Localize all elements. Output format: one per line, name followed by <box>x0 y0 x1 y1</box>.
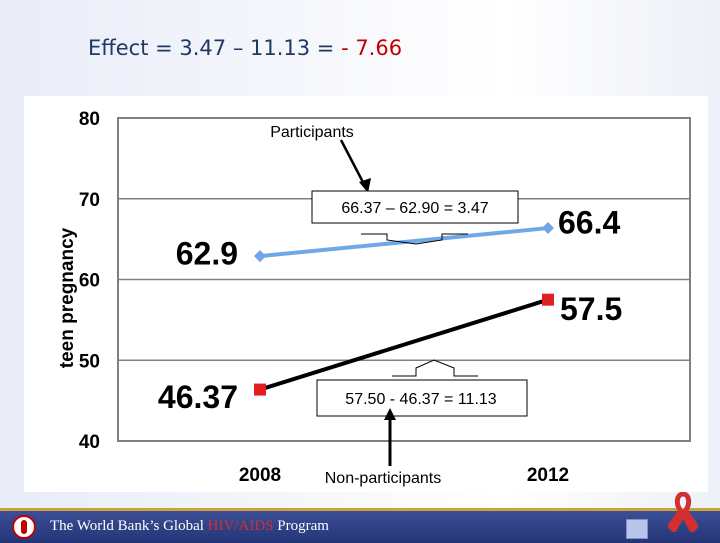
line-chart: 40 50 60 70 80 2008 2012 teen pregnancy 62.9 66… <box>57 109 691 487</box>
y-tick-label-60: 60 <box>79 271 100 292</box>
nonparticipants-calc-text: 57.50 - 46.37 = 11.13 <box>345 391 496 408</box>
footer-text-prefix: The World Bank’s Global <box>50 518 208 534</box>
participants-brace-arrow <box>361 233 468 245</box>
data-label-participants-2012: 66.4 <box>558 205 620 241</box>
participants-pointer-arrow <box>339 139 368 189</box>
title-effect-value: - 7.66 <box>341 36 403 60</box>
y-tick-label-50: 50 <box>79 351 100 372</box>
data-label-non-participants-2012: 57.5 <box>560 291 622 327</box>
participants-pointer-arrowhead <box>359 178 371 193</box>
chart-panel: 40 50 60 70 80 2008 2012 teen pregnancy 62.9 66… <box>24 96 708 492</box>
series-label-participants: Participants <box>270 124 354 141</box>
world-bank-logo-icon <box>12 515 36 539</box>
plot-area-frame <box>117 117 691 442</box>
nonparticipants-calc-box <box>316 379 528 417</box>
marker-non-participants-2012 <box>542 293 554 306</box>
x-tick-label-2012: 2012 <box>527 465 569 486</box>
data-label-participants-2008: 62.9 <box>176 236 238 272</box>
footer-text-suffix: Program <box>273 518 329 534</box>
participants-calc-box <box>311 190 519 224</box>
x-tick-label-2008: 2008 <box>239 465 281 486</box>
nonparticipants-pointer-arrowhead <box>384 408 396 420</box>
footer-square-icon <box>626 519 648 539</box>
data-label-non-participants-2008: 46.37 <box>158 379 238 415</box>
marker-participants-2008 <box>254 250 266 263</box>
marker-participants-2012 <box>542 222 554 235</box>
y-axis-label: teen pregnancy <box>57 227 78 368</box>
y-tick-label-40: 40 <box>79 432 100 453</box>
nonparticipants-brace-arrow <box>392 359 478 377</box>
slide-title: Effect = 3.47 – 11.13 = - 7.66 <box>88 36 402 60</box>
y-tick-label-70: 70 <box>79 190 100 211</box>
footer-text: The World Bank’s Global HIV/AIDS Program <box>50 518 329 535</box>
series-layer: 62.9 66.4 46.37 57.5 <box>158 205 622 416</box>
participants-calc-text: 66.37 – 62.90 = 3.47 <box>341 200 488 217</box>
title-text: Effect = 3.47 – 11.13 = <box>88 36 342 60</box>
tick-layer: 40 50 60 70 80 2008 2012 <box>79 109 569 486</box>
marker-non-participants-2008 <box>254 383 266 396</box>
y-tick-label-80: 80 <box>79 109 100 130</box>
series-label-nonparticipants: Non-participants <box>325 470 442 487</box>
footer-bar: The World Bank’s Global HIV/AIDS Program <box>0 508 720 543</box>
series-line-non-participants <box>259 297 549 392</box>
footer-text-highlight: HIV/AIDS <box>207 518 274 534</box>
red-ribbon-icon <box>668 492 698 532</box>
